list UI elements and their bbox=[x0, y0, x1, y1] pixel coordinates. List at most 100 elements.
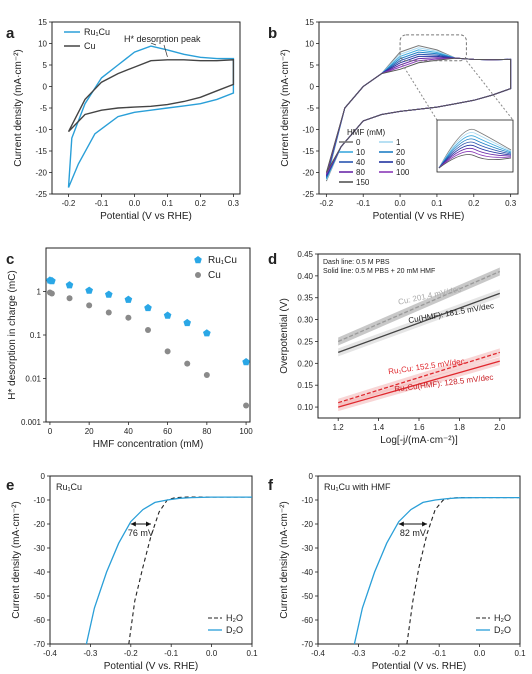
y-tick-label: 0.30 bbox=[297, 316, 313, 325]
legend-label: 10 bbox=[356, 148, 365, 157]
delta-label: 76 mV bbox=[128, 528, 154, 538]
y-tick-label: -10 bbox=[35, 126, 47, 135]
legend-label: 80 bbox=[356, 168, 365, 177]
cu-point bbox=[48, 290, 55, 297]
x-tick-label: -0.1 bbox=[95, 199, 109, 208]
y-tick-label: 0 bbox=[43, 83, 48, 92]
y-tick-label: 10 bbox=[305, 40, 314, 49]
inset-curve bbox=[438, 138, 512, 169]
legend-label: H₂O bbox=[226, 613, 243, 623]
x-tick-label: 60 bbox=[163, 427, 172, 436]
x-tick-label: -0.1 bbox=[432, 649, 446, 658]
inset-curve bbox=[438, 135, 512, 169]
y-axis-label: H* desorption in charge (mC) bbox=[7, 270, 18, 400]
y-tick-label: 0.1 bbox=[30, 331, 42, 340]
y-tick-label: -50 bbox=[33, 592, 45, 601]
cu-point bbox=[203, 372, 210, 379]
plot-frame bbox=[49, 475, 253, 645]
series-line-ru1cu bbox=[67, 45, 235, 188]
y-tick-label: 0.40 bbox=[297, 272, 313, 281]
ru1cu-point bbox=[203, 329, 211, 337]
x-axis-label: Potential (V vs RHE) bbox=[100, 211, 192, 222]
x-tick-label: 1.2 bbox=[333, 423, 345, 432]
arrow-head bbox=[422, 521, 428, 527]
x-axis-label: Potential (V vs. RHE) bbox=[104, 661, 198, 672]
panel-a: a -0.2 -0.1 0.0 0.1 0.2 0.3 -25 -20 -15 -10 -5 0 5 10 1… bbox=[6, 18, 241, 222]
panel-inner-label: Ru₁Cu bbox=[56, 482, 82, 492]
x-tick-label: 0.1 bbox=[162, 199, 174, 208]
arrow-head bbox=[130, 521, 136, 527]
x-tick-label: 0.3 bbox=[228, 199, 240, 208]
y-tick-label: 0 bbox=[41, 472, 46, 481]
y-tick-label: -60 bbox=[33, 616, 45, 625]
ru1cu-point bbox=[85, 286, 93, 294]
y-tick-label: -40 bbox=[301, 568, 313, 577]
y-tick-label: -25 bbox=[302, 190, 314, 199]
note: Solid line: 0.5 M PBS + 20 mM HMF bbox=[323, 268, 435, 275]
panel-inner-label: Ru₁Cu with HMF bbox=[324, 482, 391, 492]
x-axis-label: Potential (V vs RHE) bbox=[373, 211, 465, 222]
y-tick-label: 0.20 bbox=[297, 359, 313, 368]
y-tick-label: 1 bbox=[37, 288, 42, 297]
y-tick-label: -50 bbox=[301, 592, 313, 601]
y-axis-label: Overpotential (V) bbox=[279, 298, 290, 374]
plot-frame bbox=[317, 475, 521, 645]
fit-line bbox=[338, 360, 500, 408]
d2o-curve bbox=[353, 496, 520, 645]
x-tick-label: 0.3 bbox=[505, 199, 517, 208]
legend-label: D₂O bbox=[494, 625, 511, 635]
d2o-curve bbox=[85, 496, 252, 645]
cu-point bbox=[105, 309, 112, 316]
panel-f: f -0.4 -0.3 -0.2 -0.1 0.0 0.1 -70 -60 -50 -40 -30 -2… bbox=[268, 472, 526, 672]
y-tick-label: 0 bbox=[310, 83, 315, 92]
confidence-band bbox=[338, 267, 500, 346]
panel-b: b-0.2 -0.1 0.0 0.1 0.2 0.3-25-20-15-10-505101… bbox=[268, 18, 519, 222]
zoom-box bbox=[399, 34, 467, 62]
ru1cu-point bbox=[65, 281, 74, 289]
x-tick-label: 0 bbox=[48, 427, 53, 436]
x-tick-label: 0.1 bbox=[514, 649, 526, 658]
cu-point bbox=[86, 302, 93, 309]
legend-marker bbox=[195, 272, 201, 278]
y-tick-label: 0.45 bbox=[297, 250, 313, 259]
ru1cu-point bbox=[48, 276, 56, 285]
cu-point bbox=[125, 314, 132, 321]
legend-label: D₂O bbox=[226, 625, 243, 635]
cu-point bbox=[243, 402, 250, 409]
x-tick-label: 0.0 bbox=[474, 649, 486, 658]
y-tick-label: -40 bbox=[33, 568, 45, 577]
y-tick-label: -15 bbox=[35, 147, 47, 156]
legend-label: H₂O bbox=[494, 613, 511, 623]
x-tick-label: -0.3 bbox=[352, 649, 366, 658]
x-tick-label: 0.0 bbox=[129, 199, 141, 208]
x-tick-label: -0.2 bbox=[124, 649, 138, 658]
legend-label: Ru₁Cu bbox=[208, 255, 237, 266]
legend-label: Cu bbox=[84, 41, 96, 51]
x-axis-label: Log[-j/(mA·cm⁻²)] bbox=[380, 435, 458, 446]
x-tick-label: -0.1 bbox=[164, 649, 178, 658]
ru1cu-point bbox=[242, 358, 250, 366]
x-tick-label: 0.2 bbox=[468, 199, 480, 208]
y-tick-label: -70 bbox=[33, 640, 45, 649]
inset-curve bbox=[438, 144, 512, 169]
x-tick-label: 0.0 bbox=[206, 649, 218, 658]
inset-curve bbox=[438, 128, 512, 169]
legend-marker bbox=[194, 256, 202, 264]
ru1cu-point bbox=[124, 295, 133, 303]
legend-label: Cu bbox=[208, 270, 221, 281]
x-tick-label: 40 bbox=[124, 427, 133, 436]
legend-label: 20 bbox=[396, 148, 405, 157]
legend-label: 100 bbox=[396, 168, 410, 177]
series-line-cu bbox=[67, 59, 235, 133]
y-tick-label: -20 bbox=[301, 520, 313, 529]
inset-curve bbox=[438, 141, 512, 169]
x-tick-label: -0.1 bbox=[356, 199, 370, 208]
annotation-arrow bbox=[163, 44, 168, 57]
ru1cu-point bbox=[105, 290, 113, 298]
y-tick-label: 10 bbox=[38, 40, 47, 49]
panel-letter: a bbox=[6, 25, 15, 42]
arrow-head bbox=[146, 521, 151, 527]
x-axis-label: HMF concentration (mM) bbox=[93, 439, 204, 450]
x-tick-label: 1.4 bbox=[373, 423, 385, 432]
panel-d: d 1.2 1.4 1.6 1.8 2.0 0.10 0.15 0.20 0.25 0.30 0.35… bbox=[268, 250, 521, 446]
